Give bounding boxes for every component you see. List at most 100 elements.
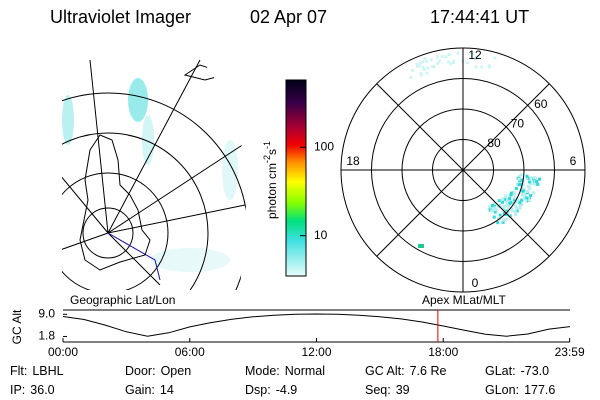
aurora-pixel	[474, 65, 478, 69]
aurora-pixel	[518, 206, 522, 210]
aurora-pixel	[517, 183, 521, 187]
aurora-pixel	[514, 213, 518, 217]
status-value: Open	[161, 364, 192, 378]
status-value: 14	[160, 383, 174, 397]
mlat-label: 80	[487, 136, 501, 150]
aurora-pixel	[517, 175, 521, 179]
mlat-label: 60	[534, 97, 548, 111]
status-item: GLat: -73.0	[485, 364, 549, 378]
aurora-pixel	[523, 195, 527, 199]
aurora-pixel	[493, 202, 497, 206]
aurora-pixel	[430, 64, 434, 68]
aurora-pixel	[419, 71, 423, 75]
aurora-pixel	[510, 207, 514, 211]
aurora-pixel	[496, 221, 500, 225]
aurora-pixel	[514, 186, 518, 190]
aurora-pixel	[448, 62, 452, 66]
timeline-ylabel: GC Alt	[10, 309, 24, 344]
instrument-title: Ultraviolet Imager	[50, 7, 191, 27]
y-tick-label: 9.0	[38, 306, 55, 320]
mlt-label: 12	[468, 48, 482, 62]
aurora-pixel	[501, 218, 505, 222]
coastline	[183, 61, 237, 81]
aurora-pixel	[518, 204, 522, 208]
status-value: 39	[396, 383, 410, 397]
aurora-pixel	[509, 193, 513, 197]
aurora-pixel	[529, 182, 533, 186]
aurora-pixel	[508, 197, 512, 201]
geo-map	[62, 59, 247, 290]
status-panel: Flt: LBHL Door: Open Mode: Normal GC Alt: 7.6 R…	[10, 364, 555, 397]
aurora-pixel	[426, 66, 430, 70]
aurora-pixel	[520, 190, 524, 194]
aurora-pixel	[456, 51, 460, 55]
mlt-label: 18	[346, 154, 360, 168]
status-label: GLat:	[485, 364, 516, 378]
aurora-pixel	[470, 52, 474, 56]
aurora-pixel	[415, 62, 419, 66]
aurora-pixel	[513, 210, 517, 214]
aurora-pixel	[505, 202, 509, 206]
aurora-pixel	[497, 199, 501, 203]
status-label: GLon:	[485, 383, 519, 397]
aurora-pixel	[444, 55, 448, 59]
aurora-pixel	[423, 57, 427, 61]
aurora-pixel	[493, 206, 497, 210]
aurora-pixel	[503, 197, 507, 201]
aurora-pixel	[527, 198, 531, 202]
status-label: Flt:	[10, 364, 27, 378]
status-item: GC Alt: 7.6 Re	[365, 364, 446, 378]
timeline: 9.0 1.8 00:00 06:00 12:00 18:00 23:59	[38, 306, 585, 359]
status-label: IP:	[10, 383, 25, 397]
aurora-patch	[150, 248, 230, 272]
status-item: Dsp: -4.9	[245, 383, 297, 397]
aurora-pixel	[501, 197, 505, 201]
label-part: photon cm	[265, 163, 279, 219]
aurora-pixel	[480, 65, 484, 69]
aurora-pixel	[409, 76, 413, 80]
status-item: Seq: 39	[365, 383, 410, 397]
aurora-pixel	[527, 176, 531, 180]
aurora-pixel	[447, 52, 451, 56]
aurora-pixel	[515, 209, 519, 213]
aurora-pixel	[489, 209, 493, 213]
aurora-pixel	[525, 189, 529, 193]
aurora-pixel	[509, 191, 513, 195]
status-value: 177.6	[524, 383, 555, 397]
aurora-pixel	[415, 64, 419, 68]
aurora-pixel	[519, 182, 523, 186]
colorbar-label: photon cm-2s-1	[262, 141, 279, 219]
aurora-pixel	[528, 180, 532, 184]
aurora-pixel	[536, 182, 540, 186]
aurora-patch	[62, 95, 74, 145]
x-tick-label: 12:00	[301, 345, 331, 359]
status-value: 7.6 Re	[410, 364, 447, 378]
aurora-pixel	[447, 60, 451, 64]
aurora-pixel	[492, 215, 496, 219]
aurora-pixel	[515, 206, 519, 210]
mlat-label: 70	[511, 117, 525, 131]
status-label: Door:	[125, 364, 156, 378]
lat-circle	[62, 92, 247, 290]
aurora-pixel	[512, 198, 516, 202]
aurora-pixel	[488, 205, 492, 209]
aurora-pixel	[514, 204, 518, 208]
aurora-pixel	[538, 177, 542, 181]
mlt-line	[376, 83, 550, 257]
polar-caption: Apex MLat/MLT	[422, 293, 506, 307]
colorbar-tick-label: 10	[314, 228, 328, 242]
aurora-pixel	[528, 187, 532, 191]
aurora-pixel	[504, 194, 508, 198]
aurora-pixel	[452, 59, 456, 63]
aurora-pixel	[507, 206, 511, 210]
x-tick-label: 23:59	[555, 345, 585, 359]
map-caption: Geographic Lat/Lon	[70, 293, 175, 307]
y-tick-label: 1.8	[38, 329, 55, 343]
aurora-pixel	[515, 200, 519, 204]
aurora-pixel	[522, 197, 526, 201]
aurora-pixel	[525, 176, 529, 180]
aurora-pixel	[418, 244, 424, 248]
aurora-pixel	[508, 202, 512, 206]
aurora-pixel	[519, 178, 523, 182]
